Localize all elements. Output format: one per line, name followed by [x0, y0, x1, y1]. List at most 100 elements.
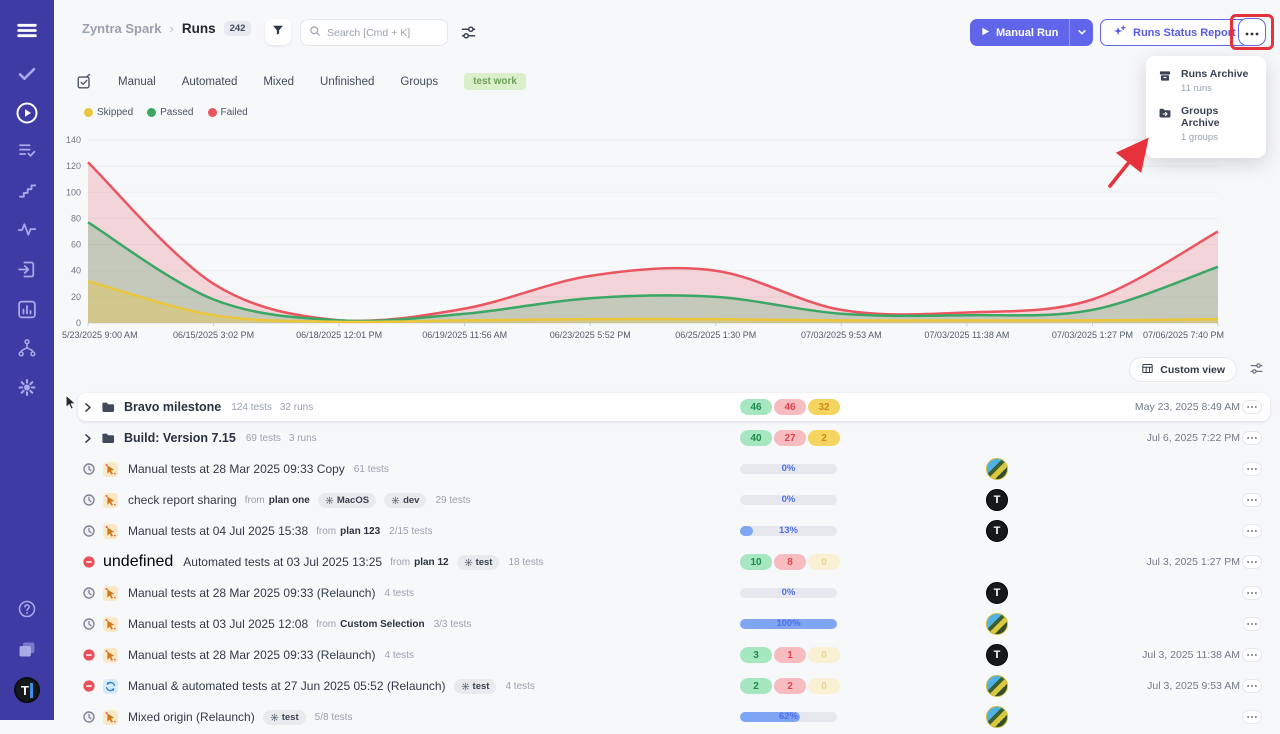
tab-unfinished[interactable]: Unfinished [320, 75, 375, 88]
chevron-right-icon[interactable] [81, 401, 94, 414]
row-actions-button[interactable] [1242, 710, 1262, 724]
legend-item-passed: Passed [147, 107, 194, 118]
run-title[interactable]: Manual tests at 03 Jul 2025 12:08 [128, 617, 309, 631]
table-row[interactable]: undefined Automated tests at 03 Jul 2025 … [78, 548, 1270, 576]
sidebar-item-profile[interactable]: T [14, 677, 40, 703]
row-actions-button[interactable] [1242, 617, 1262, 631]
failed-status-icon [83, 680, 95, 692]
runs-status-report-button[interactable]: Runs Status Report [1100, 19, 1249, 46]
more-actions-button[interactable] [1238, 18, 1266, 46]
assignee-avatar: T [986, 582, 1008, 604]
scheduled-status-icon [83, 494, 95, 506]
run-title[interactable]: Manual tests at 04 Jul 2025 15:38 [128, 524, 309, 538]
ellipsis-icon [1246, 467, 1258, 471]
chart-legend: Skipped Passed Failed [84, 107, 248, 118]
group-meta: 3 runs [288, 432, 317, 444]
run-title[interactable]: Automated tests at 03 Jul 2025 13:25 [183, 555, 383, 569]
tab-manual[interactable]: Manual [118, 75, 156, 88]
manual-run-dropdown-button[interactable] [1069, 19, 1093, 46]
sidebar-item-help[interactable] [17, 599, 37, 619]
breadcrumb: Zyntra Spark › Runs 242 [82, 21, 252, 36]
run-title[interactable]: check report sharing [128, 493, 237, 507]
tests-count: 4 tests [505, 680, 535, 692]
skipped-badge: 0 [808, 647, 840, 663]
sidebar-item-suites[interactable] [17, 140, 38, 161]
search-input[interactable] [327, 26, 439, 39]
row-actions-button[interactable] [1242, 524, 1262, 538]
manual-run-icon [103, 616, 118, 632]
filter-button[interactable] [265, 19, 291, 45]
chevron-down-icon [1077, 24, 1087, 42]
row-actions-button[interactable] [1242, 648, 1262, 662]
row-actions-button[interactable] [1242, 586, 1262, 600]
scheduled-status-icon [83, 587, 95, 599]
sidebar-item-projects[interactable] [17, 639, 38, 660]
sidebar-item-settings[interactable] [17, 377, 38, 398]
from-label: from [316, 618, 337, 630]
sidebar-item-workflow[interactable] [17, 338, 37, 358]
sidebar-item-tests[interactable] [17, 63, 38, 84]
table-row[interactable]: Build: Version 7.15 69 tests 3 runs 40 27 2 Ju… [78, 424, 1270, 452]
table-row[interactable]: Manual tests at 04 Jul 2025 15:38 from pla… [78, 517, 1270, 545]
table-row[interactable]: Manual tests at 03 Jul 2025 12:08 from Cus… [78, 610, 1270, 638]
row-actions-button[interactable] [1242, 462, 1262, 476]
failed-badge: 46 [774, 399, 806, 415]
sidebar-item-activity[interactable] [17, 219, 38, 240]
run-title[interactable]: Manual tests at 28 Mar 2025 09:33 (Relau… [128, 586, 376, 600]
breadcrumb-project[interactable]: Zyntra Spark [82, 21, 162, 36]
gear-icon [325, 496, 334, 505]
custom-view-button[interactable]: Custom view [1129, 357, 1237, 382]
tab-mixed[interactable]: Mixed [263, 75, 295, 88]
param-badge: test [262, 709, 306, 725]
plan-name[interactable]: plan one [268, 494, 310, 506]
row-actions-button[interactable] [1242, 400, 1262, 414]
svg-text:40: 40 [71, 266, 81, 276]
group-title[interactable]: Build: Version 7.15 [124, 431, 236, 445]
run-title[interactable]: Manual & automated tests at 27 Jun 2025 … [128, 679, 446, 693]
menu-item-groups-archive[interactable]: Groups Archive 1 groups [1146, 102, 1266, 151]
param-label: test [281, 711, 299, 723]
run-title[interactable]: Manual tests at 28 Mar 2025 09:33 (Relau… [128, 648, 376, 662]
progress-label: 0% [781, 494, 796, 505]
row-actions-button[interactable] [1242, 493, 1262, 507]
run-title[interactable]: Mixed origin (Relaunch) [128, 710, 255, 724]
table-row[interactable]: Manual & automated tests at 27 Jun 2025 … [78, 672, 1270, 700]
plan-name[interactable]: Custom Selection [340, 618, 425, 630]
skipped-badge: 0 [808, 554, 840, 570]
legend-dot [207, 108, 217, 117]
table-row[interactable]: Mixed origin (Relaunch) test 5/8 tests 62% [78, 703, 1270, 731]
menu-item-runs-archive[interactable]: Runs Archive 11 runs [1146, 65, 1266, 102]
tab-groups[interactable]: Groups [400, 75, 439, 88]
manual-run-button[interactable]: Manual Run [970, 19, 1069, 46]
row-actions-button[interactable] [1242, 679, 1262, 693]
row-actions-button[interactable] [1242, 431, 1262, 445]
sidebar-item-runs[interactable] [15, 101, 39, 125]
plan-name[interactable]: plan 123 [340, 525, 381, 537]
columns-settings-icon[interactable] [1249, 361, 1264, 381]
failed-badge: 8 [774, 554, 806, 570]
table-row[interactable]: Bravo milestone 124 tests 32 runs 46 46 32 May… [78, 393, 1270, 421]
sidebar-item-menu-toggle[interactable] [15, 18, 40, 43]
list-check-icon [17, 140, 38, 161]
table-row[interactable]: check report sharing from plan one MacOS dev… [78, 486, 1270, 514]
manual-run-icon [103, 492, 118, 508]
run-title[interactable]: Manual tests at 28 Mar 2025 09:33 Copy [128, 462, 345, 476]
select-runs-icon[interactable] [76, 73, 92, 90]
sidebar-item-analytics[interactable] [17, 299, 38, 320]
table-row[interactable]: Manual tests at 28 Mar 2025 09:33 Copy 61… [78, 455, 1270, 483]
sidebar-item-milestones[interactable] [17, 180, 37, 200]
row-actions-button[interactable] [1242, 555, 1262, 569]
ellipsis-icon [1246, 529, 1258, 533]
tag-filter-badge[interactable]: test work [464, 73, 526, 90]
group-title[interactable]: Bravo milestone [124, 400, 222, 414]
view-settings-icon[interactable] [460, 24, 477, 46]
chevron-right-icon[interactable] [81, 432, 94, 445]
tab-automated[interactable]: Automated [181, 75, 238, 88]
table-row[interactable]: Manual tests at 28 Mar 2025 09:33 (Relau… [78, 641, 1270, 669]
plan-name[interactable]: plan 12 [414, 556, 449, 568]
table-row[interactable]: Manual tests at 28 Mar 2025 09:33 (Relau… [78, 579, 1270, 607]
folder-icon [101, 431, 115, 445]
tests-count: 29 tests [435, 494, 471, 506]
sidebar-item-import[interactable] [17, 259, 38, 280]
skipped-badge: 2 [808, 430, 840, 446]
